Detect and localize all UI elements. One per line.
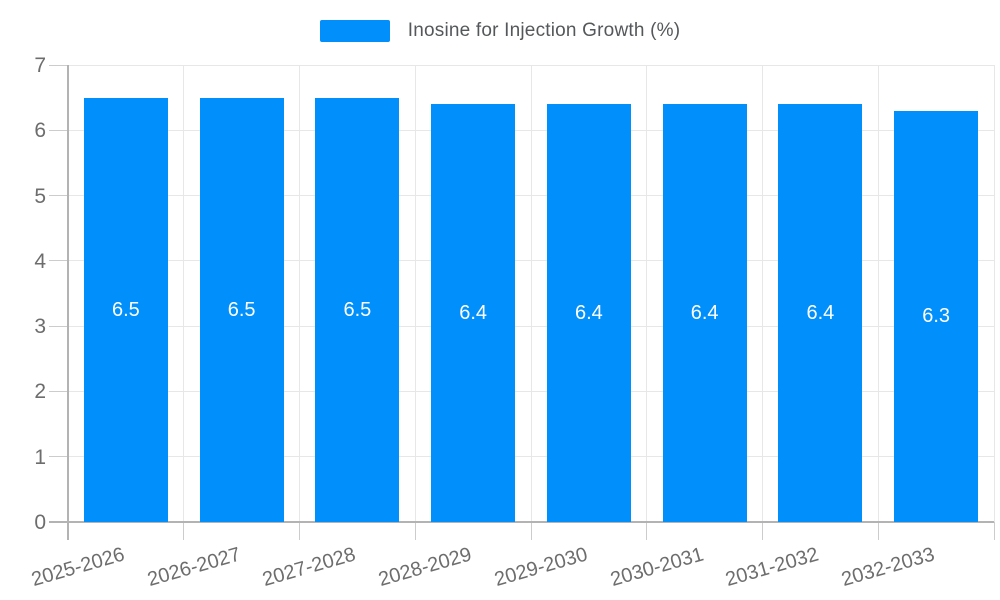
bar-2028-2029[interactable]	[431, 104, 516, 522]
bar-2025-2026[interactable]	[83, 97, 168, 522]
bar-value-label: 6.4	[690, 302, 719, 325]
x-axis-tick	[414, 522, 416, 540]
y-axis-tick	[49, 64, 68, 66]
x-axis-tick	[877, 522, 879, 540]
x-axis-tick	[993, 522, 995, 540]
x-gridline	[762, 65, 763, 522]
bar-value-label: 6.4	[459, 302, 488, 325]
bar-2032-2033[interactable]	[894, 110, 979, 522]
y-axis-label: 3	[34, 315, 46, 339]
y-axis-tick	[49, 195, 68, 197]
legend-swatch	[319, 20, 390, 42]
x-gridline	[993, 65, 995, 522]
x-gridline	[414, 65, 416, 522]
x-gridline	[183, 65, 185, 522]
bar-2026-2027[interactable]	[199, 97, 284, 522]
y-axis-label: 4	[34, 249, 46, 273]
x-gridline	[646, 65, 648, 522]
x-axis-tick	[299, 522, 300, 540]
x-axis-tick	[646, 522, 648, 540]
x-axis-tick	[762, 522, 763, 540]
bar-value-label: 6.5	[343, 298, 372, 321]
y-axis-tick	[49, 129, 68, 131]
y-axis-tick	[49, 456, 68, 458]
x-gridline	[877, 65, 879, 522]
y-axis-label: 6	[34, 119, 46, 143]
y-axis-line	[67, 65, 69, 540]
y-axis-label: 2	[34, 380, 46, 404]
y-axis-label: 1	[34, 445, 46, 469]
x-gridline	[530, 65, 532, 522]
bar-2027-2028[interactable]	[315, 97, 400, 522]
y-axis-tick	[49, 390, 68, 392]
bar-value-label: 6.5	[227, 298, 256, 321]
legend-item-inosine[interactable]: Inosine for Injection Growth (%)	[319, 20, 681, 42]
y-axis-label: 5	[34, 184, 46, 208]
x-gridline	[299, 65, 300, 522]
x-axis-tick	[183, 522, 185, 540]
bar-value-label: 6.4	[574, 302, 603, 325]
bar-2029-2030[interactable]	[546, 104, 631, 522]
y-axis-label: 7	[34, 54, 46, 77]
bar-value-label: 6.3	[922, 305, 951, 328]
bar-2030-2031[interactable]	[662, 104, 747, 522]
bar-value-label: 6.4	[806, 302, 835, 325]
y-axis-tick	[49, 325, 68, 327]
bar-2031-2032[interactable]	[778, 104, 863, 522]
y-axis-label: 0	[34, 511, 46, 534]
chart-legend: Inosine for Injection Growth (%)	[0, 20, 1000, 42]
y-axis-tick	[49, 260, 68, 262]
legend-label: Inosine for Injection Growth (%)	[407, 20, 681, 41]
x-axis-line	[49, 521, 994, 523]
x-axis-tick	[530, 522, 532, 540]
bar-value-label: 6.5	[111, 298, 140, 321]
